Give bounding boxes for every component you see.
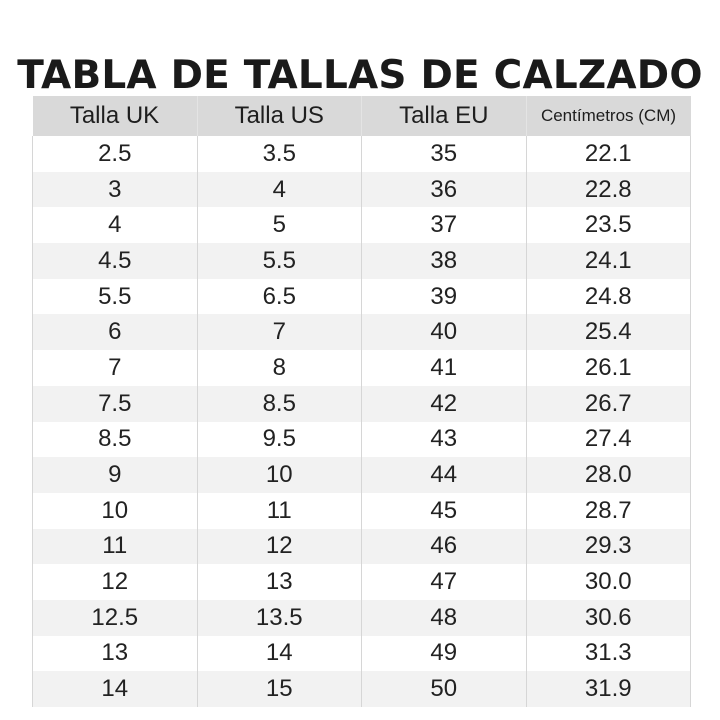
size-chart-table: Talla UK Talla US Talla EU Centímetros (… — [32, 96, 691, 707]
table-row: 12 13 47 30.0 — [32, 564, 691, 600]
table-row: 4 5 37 23.5 — [32, 207, 691, 244]
cell-eu-size: 40 — [361, 314, 527, 351]
cell-eu-size: 44 — [361, 457, 527, 493]
cell-centimeters: 30.6 — [525, 599, 691, 636]
cell-uk-size: 10 — [32, 492, 198, 529]
cell-uk-size: 4 — [32, 207, 198, 244]
cell-eu-size: 42 — [361, 385, 527, 422]
cell-eu-size: 46 — [361, 528, 527, 565]
cell-eu-size: 47 — [361, 564, 527, 600]
cell-eu-size: 50 — [361, 671, 527, 707]
cell-us-size: 12 — [196, 528, 362, 565]
cell-centimeters: 27.4 — [525, 421, 691, 458]
cell-us-size: 14 — [196, 635, 362, 672]
cell-uk-size: 12 — [32, 564, 198, 600]
cell-centimeters: 26.7 — [525, 385, 691, 422]
cell-us-size: 8.5 — [196, 385, 362, 422]
cell-uk-size: 3 — [32, 171, 198, 208]
cell-uk-size: 13 — [32, 635, 198, 672]
header-eu-size: Talla EU — [361, 96, 526, 136]
cell-us-size: 13 — [196, 564, 362, 600]
cell-us-size: 15 — [196, 671, 362, 707]
cell-centimeters: 22.1 — [525, 136, 691, 172]
cell-eu-size: 38 — [361, 243, 527, 279]
table-body: 2.5 3.5 35 22.1 3 4 36 22.8 4 5 37 23.5 4.5 5.5 38 24.1… — [32, 136, 691, 707]
cell-centimeters: 24.8 — [525, 278, 691, 315]
cell-us-size: 7 — [196, 314, 362, 351]
cell-uk-size: 7 — [32, 350, 198, 386]
table-row: 4.5 5.5 38 24.1 — [32, 243, 691, 279]
cell-us-size: 11 — [196, 492, 362, 529]
cell-centimeters: 29.3 — [525, 528, 691, 565]
table-row: 7.5 8.5 42 26.7 — [32, 385, 691, 422]
cell-centimeters: 26.1 — [525, 350, 691, 386]
cell-eu-size: 41 — [361, 350, 527, 386]
cell-us-size: 3.5 — [196, 136, 362, 172]
table-row: 5.5 6.5 39 24.8 — [32, 278, 691, 315]
cell-uk-size: 7.5 — [32, 385, 198, 422]
cell-centimeters: 28.7 — [525, 492, 691, 529]
table-row: 14 15 50 31.9 — [32, 671, 691, 707]
cell-eu-size: 48 — [361, 599, 527, 636]
cell-us-size: 6.5 — [196, 278, 362, 315]
cell-us-size: 5 — [196, 207, 362, 244]
cell-uk-size: 8.5 — [32, 421, 198, 458]
cell-centimeters: 22.8 — [525, 171, 691, 208]
cell-eu-size: 37 — [361, 207, 527, 244]
cell-uk-size: 4.5 — [32, 243, 198, 279]
cell-us-size: 8 — [196, 350, 362, 386]
cell-us-size: 5.5 — [196, 243, 362, 279]
cell-centimeters: 31.9 — [525, 671, 691, 707]
cell-centimeters: 24.1 — [525, 243, 691, 279]
table-row: 10 11 45 28.7 — [32, 492, 691, 529]
table-row: 6 7 40 25.4 — [32, 314, 691, 351]
cell-uk-size: 6 — [32, 314, 198, 351]
header-us-size: Talla US — [196, 96, 362, 136]
cell-eu-size: 36 — [361, 171, 527, 208]
header-row: Talla UK Talla US Talla EU Centímetros (… — [32, 96, 691, 136]
table-row: 3 4 36 22.8 — [32, 171, 691, 208]
cell-centimeters: 23.5 — [525, 207, 691, 244]
table-row: 11 12 46 29.3 — [32, 528, 691, 565]
cell-centimeters: 25.4 — [525, 314, 691, 351]
cell-eu-size: 45 — [361, 492, 527, 529]
table-row: 8.5 9.5 43 27.4 — [32, 421, 691, 458]
table-row: 7 8 41 26.1 — [32, 350, 691, 386]
cell-uk-size: 2.5 — [32, 136, 198, 172]
cell-eu-size: 35 — [361, 136, 527, 172]
cell-eu-size: 43 — [361, 421, 527, 458]
cell-eu-size: 39 — [361, 278, 527, 315]
table-row: 2.5 3.5 35 22.1 — [32, 136, 691, 172]
table-row: 9 10 44 28.0 — [32, 457, 691, 493]
cell-us-size: 4 — [196, 171, 362, 208]
cell-us-size: 10 — [196, 457, 362, 493]
cell-centimeters: 30.0 — [525, 564, 691, 600]
cell-centimeters: 31.3 — [525, 635, 691, 672]
cell-uk-size: 14 — [32, 671, 198, 707]
cell-us-size: 9.5 — [196, 421, 362, 458]
cell-uk-size: 11 — [32, 528, 198, 565]
cell-us-size: 13.5 — [196, 599, 362, 636]
table-header: Talla UK Talla US Talla EU Centímetros (… — [32, 96, 691, 136]
table-row: 12.5 13.5 48 30.6 — [32, 599, 691, 636]
cell-centimeters: 28.0 — [525, 457, 691, 493]
cell-uk-size: 12.5 — [32, 599, 198, 636]
page-title: TABLA DE TALLAS DE CALZADO — [17, 53, 703, 99]
cell-uk-size: 5.5 — [32, 278, 198, 315]
header-centimeters: Centímetros (CM) — [525, 96, 691, 136]
cell-eu-size: 49 — [361, 635, 527, 672]
cell-uk-size: 9 — [32, 457, 198, 493]
header-uk-size: Talla UK — [32, 96, 197, 136]
table-row: 13 14 49 31.3 — [32, 635, 691, 672]
